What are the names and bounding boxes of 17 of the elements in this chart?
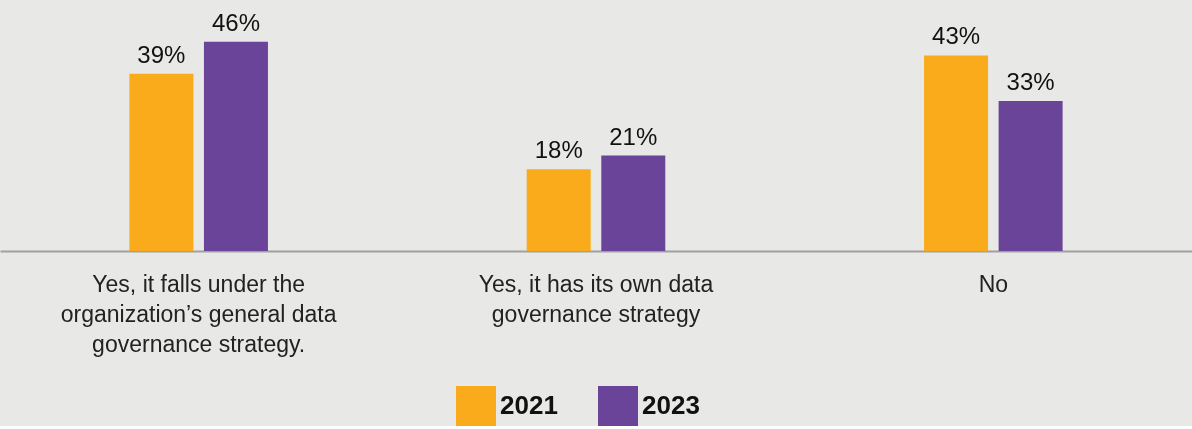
bar bbox=[129, 73, 194, 251]
bar bbox=[601, 155, 666, 251]
data-label: 39% bbox=[137, 40, 186, 68]
bar bbox=[924, 55, 989, 251]
bar bbox=[998, 100, 1063, 251]
x-tick-label: Yes, it falls under the organization’s general data governance strategy. bbox=[60, 270, 337, 357]
x-tick-label: No bbox=[978, 270, 1009, 297]
data-label: 46% bbox=[211, 8, 260, 36]
data-label: 33% bbox=[1006, 67, 1055, 95]
bar bbox=[526, 169, 591, 251]
legend-label: 2023 bbox=[642, 390, 700, 420]
x-tick-label: Yes, it has its own data governance strategy bbox=[478, 270, 714, 327]
data-label: 21% bbox=[609, 122, 658, 150]
bar bbox=[203, 41, 268, 251]
data-label: 43% bbox=[932, 22, 981, 50]
legend-label: 2021 bbox=[500, 390, 558, 420]
data-label: 18% bbox=[534, 136, 583, 164]
